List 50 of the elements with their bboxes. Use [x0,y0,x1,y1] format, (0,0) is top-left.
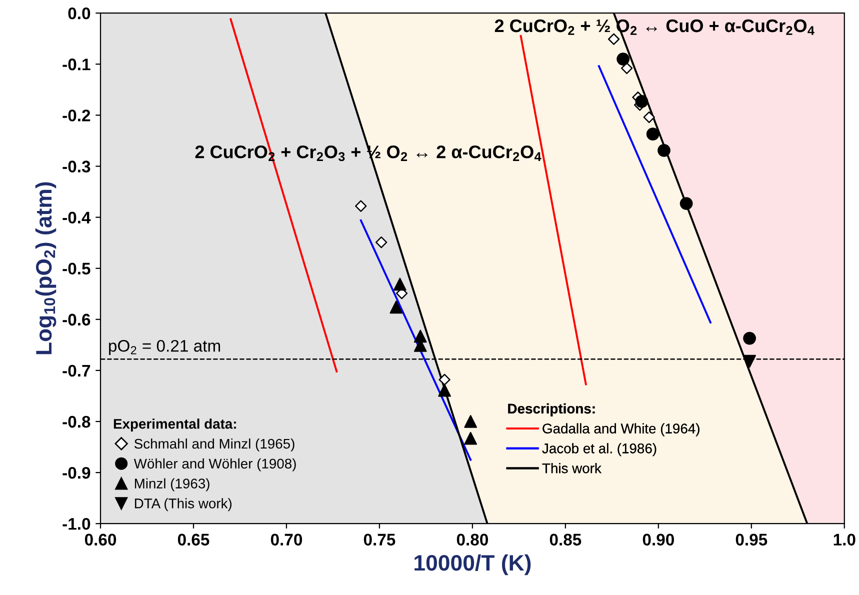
point [646,128,660,141]
text: Experimental data: [114,418,236,432]
point [643,111,655,124]
y-tick-label: -0.1 [62,58,90,70]
x-tick-label: 1.0 [834,534,856,546]
legend-label: Jacob et al. (1986) [542,443,656,456]
point [635,94,648,108]
x-tick-label: 0.90 [642,534,674,546]
x-axis-title: 10000/T (K) [414,554,531,576]
x-tick-label: 0.85 [550,534,582,546]
legend-label: Schmahl and Minzl (1965) [134,438,294,452]
legend-label: DTA (This work) [134,498,232,512]
x-tick-label: 0.65 [178,534,210,546]
point [355,200,367,212]
y-tick-label: -0.6 [62,314,90,326]
y-tick-label: -0.3 [62,160,90,172]
point [616,52,630,66]
point [680,197,693,210]
legend-label: Wöhler and Wöhler (1908) [134,458,296,472]
x-tick-label: 0.70 [270,534,302,546]
point [390,300,403,314]
y-tick-label: -0.5 [62,262,90,275]
legend-label: Minzl (1963) [134,478,210,492]
point [393,278,406,291]
point [376,236,388,248]
y-tick-label: -0.8 [62,416,90,428]
point [438,384,451,397]
y-tick-label: -0.7 [62,364,90,377]
annotation: pO$_{2}$ = 0.21 atm [109,340,220,356]
point [743,354,756,368]
point [620,62,633,74]
y-tick-label: -0.4 [62,212,91,224]
y-tick-label: -0.9 [62,466,90,479]
x-tick-label: 0.75 [364,534,396,546]
y-tick-label: 0.0 [68,7,90,20]
point [464,432,478,445]
point [438,374,450,386]
x-tick-label: 0.80 [456,534,488,546]
y-tick-label: -1.0 [62,518,90,530]
y-tick-label: -0.2 [62,110,90,122]
text: Descriptions: [508,403,595,416]
point [464,415,478,428]
legend-label: This work [542,463,602,474]
x-tick-label: 0.60 [84,534,116,546]
legend-label: Gadalla and White (1964) [542,423,700,436]
x-tick-label: 0.95 [736,534,768,546]
point [658,144,670,157]
point [608,33,620,45]
point [743,332,756,345]
y-axis-title: Log$_{10}$(pO$_{2}$) (atm) [35,182,56,354]
